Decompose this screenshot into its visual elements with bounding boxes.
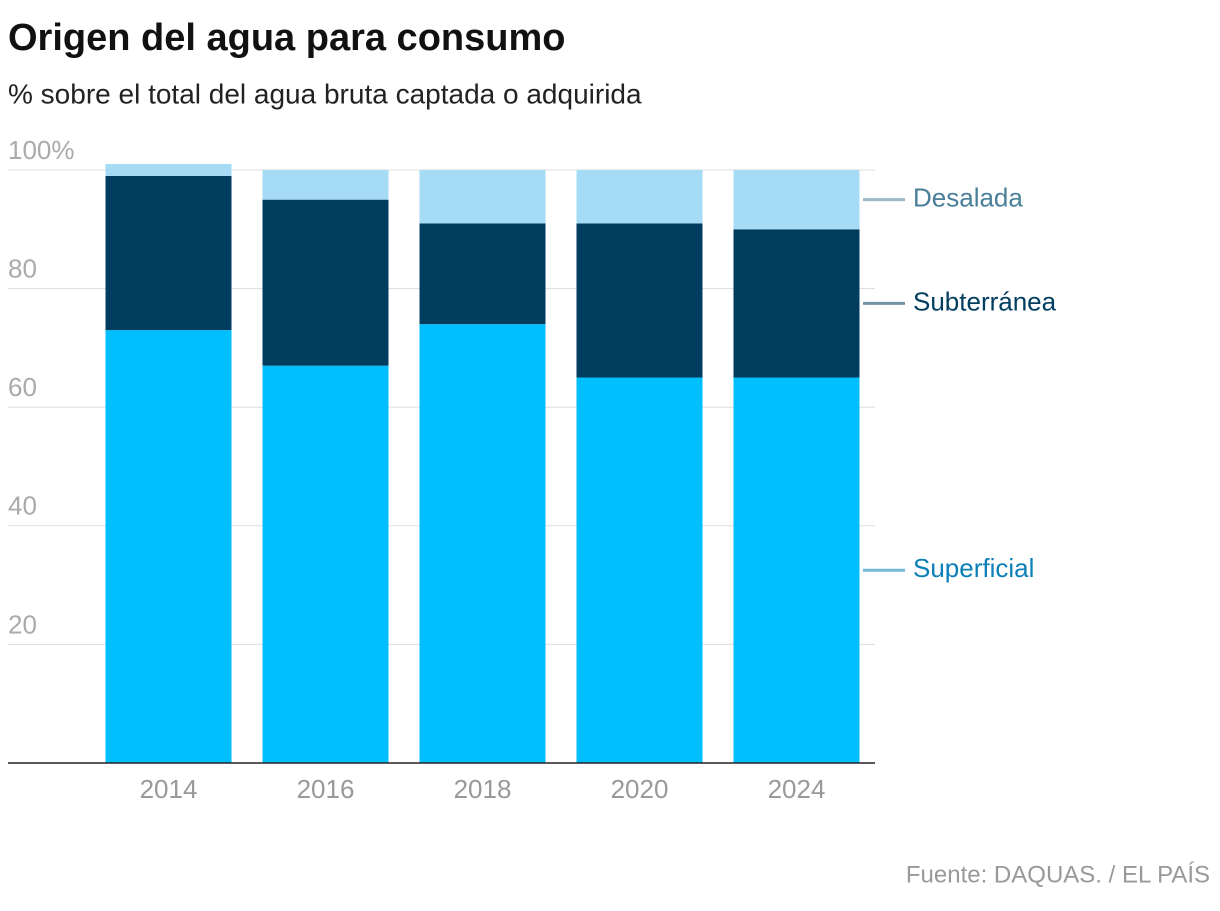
legend-label: Desalada [913,183,1023,213]
legend-label: Superficial [913,553,1034,583]
bar-segment [576,377,703,763]
x-tick-label: 2020 [611,774,669,804]
bar-segment [419,170,546,224]
x-tick-label: 2024 [768,774,826,804]
x-tick-label: 2018 [454,774,512,804]
y-tick-label: 40 [8,491,37,521]
bar-segment [419,223,546,325]
y-tick-label: 80 [8,253,37,283]
bar-segment [576,223,703,378]
source: Fuente: DAQUAS. / EL PAÍS [906,861,1210,888]
bar-segment [576,170,703,224]
bar-segment [733,170,860,230]
bar-segment [105,175,232,331]
bar-segment [105,330,232,763]
y-tick-label: 60 [8,372,37,402]
y-tick-label: 100% [8,135,75,165]
legend-label: Subterránea [913,286,1057,316]
bar-segment [419,324,546,763]
x-tick-label: 2016 [297,774,355,804]
bar-segment [733,377,860,763]
bar-segment [262,365,389,763]
bar-segment [105,164,232,176]
chart-title: Origen del agua para consumo [8,17,565,59]
y-tick-label: 20 [8,609,37,639]
bar-segment [733,229,860,378]
bar-segment [262,170,389,200]
chart-subtitle: % sobre el total del agua bruta captada … [8,78,642,109]
x-tick-label: 2014 [140,774,198,804]
bar-segment [262,199,389,366]
